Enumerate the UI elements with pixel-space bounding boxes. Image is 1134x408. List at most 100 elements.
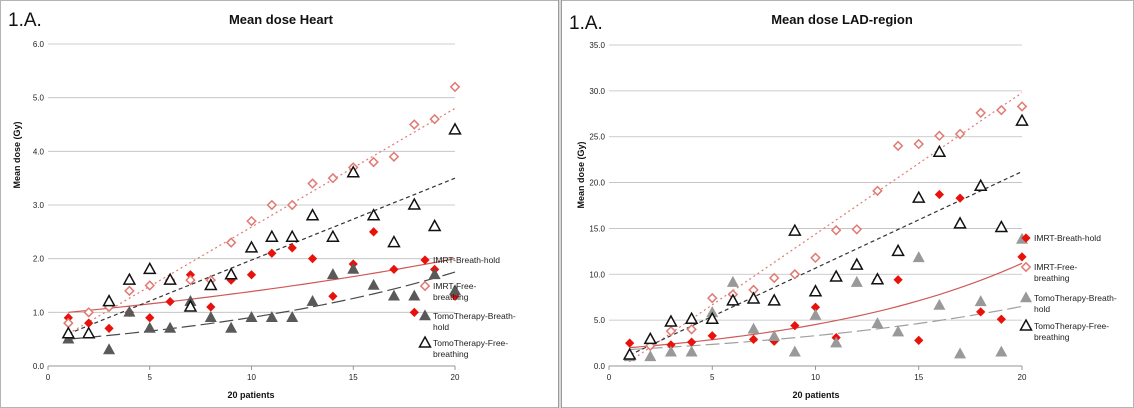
- trendline-series-3: [68, 271, 456, 340]
- data-point-series-1: [996, 314, 1006, 324]
- data-point-series-4: [81, 326, 96, 339]
- data-point-series-2: [286, 199, 298, 211]
- data-point-series-4: [767, 293, 781, 306]
- data-point-series-4: [183, 299, 198, 312]
- data-point-series-4: [726, 293, 740, 306]
- data-point-series-4: [244, 240, 259, 253]
- y-tick-label: 6.0: [33, 40, 45, 49]
- data-point-series-3: [428, 268, 441, 280]
- data-point-series-2: [307, 178, 318, 189]
- data-point-series-1: [145, 313, 155, 323]
- y-tick-label: 15.0: [589, 224, 605, 233]
- data-point-series-3: [408, 289, 421, 301]
- data-point-series-2: [706, 292, 718, 304]
- data-point-series-4: [326, 229, 340, 242]
- data-point-series-1: [328, 291, 338, 301]
- y-tick-label: 25.0: [589, 133, 605, 142]
- x-tick-label: 5: [710, 373, 715, 382]
- data-point-series-3: [954, 347, 967, 359]
- data-point-series-1: [307, 254, 318, 264]
- data-point-series-2: [63, 317, 74, 329]
- y-tick-label: 20.0: [589, 179, 605, 188]
- data-point-series-3: [664, 345, 677, 357]
- data-point-series-3: [644, 350, 657, 362]
- data-point-series-3: [768, 330, 781, 341]
- legend-label-series-4: TomoTherapy-Free-breathing: [433, 338, 508, 359]
- data-point-series-4: [911, 190, 926, 203]
- data-point-series-2: [934, 130, 945, 142]
- data-point-series-3: [912, 251, 925, 263]
- data-point-series-2: [124, 285, 135, 297]
- data-point-series-3: [830, 336, 843, 348]
- chart-title: Mean dose Heart: [229, 12, 334, 27]
- legend-marker-series-3: [418, 309, 432, 321]
- data-point-series-2: [686, 324, 697, 335]
- data-point-series-3: [265, 311, 278, 323]
- data-point-series-1: [955, 193, 965, 203]
- data-point-series-1: [790, 321, 800, 331]
- chart-heart: 1.A. Mean dose Heart Mean dose (Gy) 20 p…: [8, 10, 516, 400]
- data-point-series-1: [267, 248, 277, 258]
- data-point-series-1: [246, 270, 257, 280]
- x-tick-label: 10: [811, 373, 820, 382]
- data-point-series-4: [643, 331, 658, 345]
- data-point-series-4: [973, 178, 988, 191]
- x-tick-label: 15: [349, 373, 358, 382]
- data-point-series-4: [788, 223, 802, 236]
- data-point-series-2: [266, 199, 278, 211]
- data-point-series-3: [143, 321, 156, 333]
- data-point-series-4: [850, 257, 864, 270]
- data-point-series-2: [954, 128, 966, 140]
- data-point-series-3: [726, 275, 739, 287]
- y-tick-label: 5.0: [594, 316, 606, 325]
- data-point-series-4: [285, 229, 299, 242]
- data-point-series-3: [974, 295, 987, 307]
- x-tick-label: 15: [914, 373, 923, 382]
- data-point-series-3: [286, 311, 299, 323]
- data-point-series-1: [368, 227, 379, 237]
- data-point-series-4: [870, 272, 885, 285]
- data-point-series-3: [850, 275, 863, 287]
- data-point-series-3: [387, 289, 400, 301]
- data-point-series-2: [975, 107, 986, 119]
- data-point-series-1: [976, 307, 986, 317]
- legend-marker-series-2: [419, 280, 431, 292]
- data-point-series-1: [914, 335, 924, 345]
- data-point-series-4: [684, 311, 699, 324]
- trendline-series-4: [629, 171, 1023, 356]
- data-point-series-1: [409, 307, 419, 317]
- data-point-series-3: [326, 268, 339, 280]
- panel-divider: [558, 0, 562, 408]
- data-point-series-3: [871, 317, 884, 329]
- data-point-series-2: [409, 119, 420, 130]
- y-tick-label: 35.0: [589, 41, 605, 50]
- data-point-series-4: [102, 294, 116, 307]
- legend-label-series-1: IMRT-Breath-hold: [1034, 233, 1101, 243]
- data-point-series-3: [448, 284, 462, 296]
- data-point-series-2: [768, 272, 780, 284]
- data-point-series-2: [872, 185, 883, 197]
- data-point-series-4: [142, 261, 157, 275]
- trendline-series-2: [629, 92, 1023, 362]
- y-tick-label: 5.0: [33, 94, 45, 103]
- data-point-series-2: [789, 269, 801, 280]
- data-point-series-4: [387, 235, 401, 248]
- x-axis-label: 20 patients: [792, 390, 839, 400]
- data-point-series-2: [913, 138, 925, 150]
- data-point-series-2: [1016, 101, 1028, 112]
- data-point-series-4: [204, 277, 218, 291]
- data-point-series-3: [103, 343, 116, 355]
- data-point-series-4: [346, 165, 361, 178]
- data-point-series-2: [388, 151, 400, 162]
- legend-marker-series-1: [1021, 233, 1031, 243]
- data-point-series-2: [810, 252, 821, 264]
- data-point-series-3: [367, 278, 380, 290]
- data-point-series-1: [1017, 252, 1027, 262]
- data-point-series-4: [932, 144, 947, 158]
- data-point-series-1: [287, 243, 297, 253]
- y-tick-label: 2.0: [33, 255, 45, 264]
- y-tick-label: 1.0: [33, 308, 45, 317]
- data-point-series-4: [224, 267, 238, 280]
- data-point-series-1: [893, 275, 903, 285]
- data-point-series-2: [665, 325, 677, 337]
